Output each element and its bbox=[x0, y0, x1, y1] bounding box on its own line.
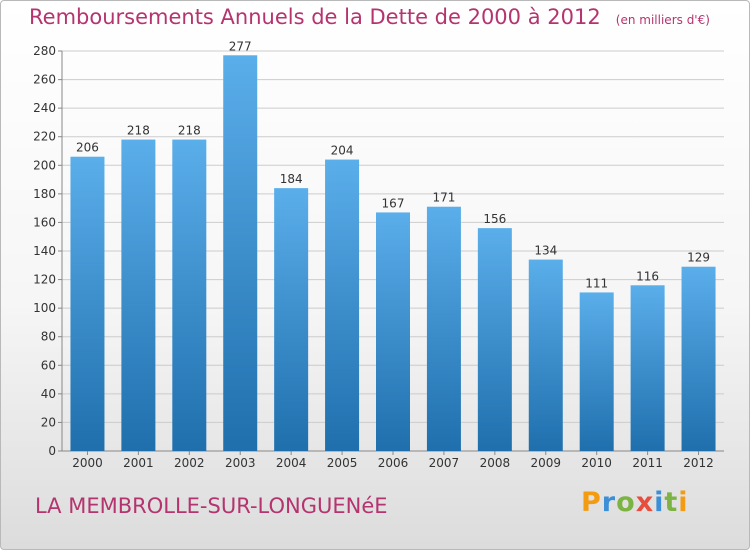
y-tick-label: 20 bbox=[41, 415, 56, 429]
y-tick-label: 60 bbox=[41, 358, 56, 372]
x-tick-label-2008: 2008 bbox=[480, 456, 511, 470]
logo-letter: o bbox=[616, 487, 636, 518]
y-tick-label: 160 bbox=[33, 215, 56, 229]
data-label-2004: 184 bbox=[280, 172, 303, 186]
y-tick-label: 40 bbox=[41, 387, 56, 401]
bar-2011 bbox=[630, 285, 665, 451]
data-label-2009: 134 bbox=[534, 244, 557, 258]
bar-2005 bbox=[325, 159, 360, 452]
x-tick-label-2010: 2010 bbox=[581, 456, 612, 470]
x-tick-label-2006: 2006 bbox=[378, 456, 409, 470]
bar-2002 bbox=[172, 139, 207, 452]
x-tick-label-2000: 2000 bbox=[72, 456, 103, 470]
data-labels: 206 218 218 277 184 204 167 171 156 134 111 116 129 bbox=[76, 39, 710, 290]
x-tick-label-2007: 2007 bbox=[429, 456, 460, 470]
bar-2010 bbox=[579, 292, 614, 451]
y-tick-label: 120 bbox=[33, 273, 56, 287]
y-tick-label: 80 bbox=[41, 330, 56, 344]
data-label-2010: 111 bbox=[585, 276, 608, 290]
bar-2012 bbox=[681, 266, 716, 451]
y-tick-label: 220 bbox=[33, 130, 56, 144]
data-label-2005: 204 bbox=[331, 144, 354, 158]
logo-letter: t bbox=[664, 487, 679, 518]
bar-2009 bbox=[528, 259, 563, 451]
x-tick-label-2005: 2005 bbox=[327, 456, 358, 470]
chart-unit: (en milliers d'€) bbox=[615, 13, 710, 27]
bar-2007 bbox=[426, 206, 461, 451]
data-label-2007: 171 bbox=[432, 191, 455, 205]
x-tick-label-2012: 2012 bbox=[683, 456, 714, 470]
y-axis-ticks: 0 20 40 60 80 100 120 140 160 180 200 220 240 260 280 bbox=[33, 44, 56, 458]
y-tick-label: 100 bbox=[33, 301, 56, 315]
x-tick-label-2001: 2001 bbox=[123, 456, 154, 470]
y-tick-label: 140 bbox=[33, 244, 56, 258]
y-tick-label: 0 bbox=[48, 444, 56, 458]
y-tick-label: 200 bbox=[33, 158, 56, 172]
y-tick-label: 180 bbox=[33, 187, 56, 201]
bar-2003 bbox=[223, 55, 258, 452]
y-tick-label: 280 bbox=[33, 44, 56, 58]
commune-name: LA MEMBROLLE-SUR-LONGUENéE bbox=[35, 494, 388, 518]
data-label-2000: 206 bbox=[76, 141, 99, 155]
x-tick-label-2003: 2003 bbox=[225, 456, 256, 470]
data-label-2011: 116 bbox=[636, 269, 659, 283]
y-tick-label: 260 bbox=[33, 73, 56, 87]
y-tick-label: 240 bbox=[33, 101, 56, 115]
x-axis-ticks: 2000 2001 2002 2003 2004 2005 2006 2007 2008 2009… bbox=[72, 456, 714, 470]
bar-2001 bbox=[121, 139, 156, 452]
chart-title: Remboursements Annuels de la Dette de 20… bbox=[29, 5, 601, 29]
title-row: Remboursements Annuels de la Dette de 20… bbox=[29, 5, 710, 29]
bar-2006 bbox=[376, 212, 410, 451]
bar-2008 bbox=[477, 228, 512, 451]
data-label-2001: 218 bbox=[127, 124, 150, 138]
data-label-2002: 218 bbox=[178, 124, 201, 138]
data-label-2006: 167 bbox=[382, 196, 405, 210]
x-tick-label-2009: 2009 bbox=[530, 456, 561, 470]
bars bbox=[70, 55, 716, 452]
logo-letter: x bbox=[635, 487, 655, 518]
data-label-2008: 156 bbox=[483, 212, 506, 226]
x-tick-label-2002: 2002 bbox=[174, 456, 205, 470]
logo-letter: i bbox=[678, 487, 689, 518]
logo-letter: r bbox=[601, 487, 617, 518]
x-tick-label-2011: 2011 bbox=[632, 456, 663, 470]
logo-letter: P bbox=[581, 487, 602, 518]
data-label-2003: 277 bbox=[229, 39, 252, 53]
data-label-2012: 129 bbox=[687, 251, 710, 265]
bar-2000 bbox=[70, 156, 105, 451]
proxiti-logo: Proxiti bbox=[581, 487, 689, 518]
logo-letter: i bbox=[654, 487, 665, 518]
bar-2004 bbox=[274, 188, 309, 451]
x-tick-label-2004: 2004 bbox=[276, 456, 307, 470]
